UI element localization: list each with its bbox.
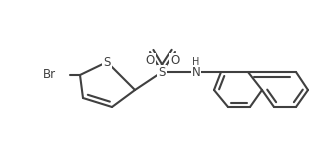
Text: H: H [192,57,200,67]
Text: O: O [146,54,155,67]
Text: S: S [103,56,111,69]
Text: S: S [158,66,166,78]
Text: Br: Br [43,69,56,81]
Text: O: O [170,54,180,67]
Text: N: N [192,66,200,78]
